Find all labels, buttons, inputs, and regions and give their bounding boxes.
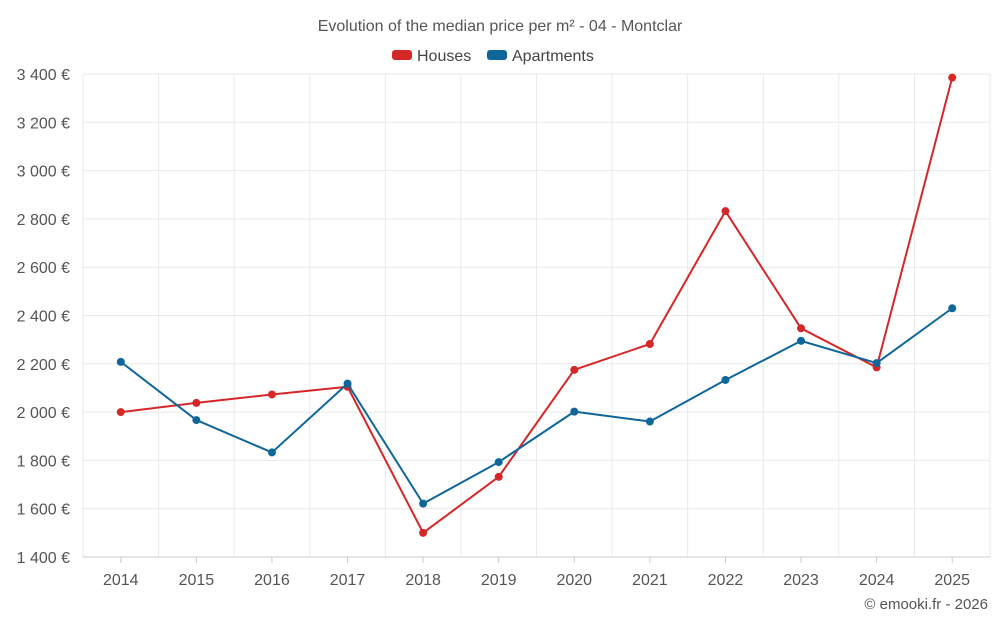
y-tick-label: 2 800 € [17,212,70,229]
data-point-houses[interactable] [192,398,201,407]
data-point-apartments[interactable] [116,357,125,366]
legend-item-apartments[interactable]: Apartments [487,48,594,65]
data-point-apartments[interactable] [872,359,881,368]
y-tick-label: 1 600 € [17,502,70,519]
legend: Houses Apartments [392,48,594,65]
x-tick-label: 2014 [103,572,139,589]
y-tick-label: 3 000 € [17,164,70,181]
axes: 1 400 € 1 600 € 1 800 € 2 000 € 2 200 € 2 400… [17,67,990,589]
data-point-houses[interactable] [267,390,276,399]
legend-label-houses: Houses [417,48,471,65]
data-point-apartments[interactable] [721,375,730,384]
series-group [116,73,957,537]
y-tick-label: 2 200 € [17,357,70,374]
y-tick-label: 1 400 € [17,550,70,567]
x-tick-label: 2015 [179,572,215,589]
y-tick-label: 2 400 € [17,309,70,326]
grid [82,73,991,558]
y-tick-label: 2 600 € [17,260,70,277]
data-point-apartments[interactable] [343,379,352,388]
data-point-apartments[interactable] [570,407,579,416]
x-tick-label: 2021 [632,572,668,589]
series-line-apartments [120,307,953,505]
x-tick-label: 2023 [783,572,819,589]
y-tick-label: 3 400 € [17,67,70,84]
data-point-apartments[interactable] [797,336,806,345]
series-line-houses [120,77,954,534]
x-tick-label: 2017 [330,572,366,589]
data-point-houses[interactable] [645,339,654,348]
data-point-houses[interactable] [570,365,579,374]
data-point-houses[interactable] [116,408,125,417]
data-point-apartments[interactable] [192,416,201,425]
legend-swatch-houses [392,50,412,60]
data-point-apartments[interactable] [419,499,428,508]
data-point-houses[interactable] [721,207,730,216]
data-point-houses[interactable] [797,324,806,333]
y-tick-label: 2 000 € [17,405,70,422]
x-tick-label: 2016 [254,572,290,589]
data-point-apartments[interactable] [645,417,654,426]
data-point-apartments[interactable] [494,458,503,467]
x-tick-label: 2025 [934,572,970,589]
series-apartments [116,304,957,508]
data-point-apartments[interactable] [267,448,276,457]
x-tick-label: 2019 [481,572,517,589]
x-tick-label: 2020 [556,572,592,589]
data-point-houses[interactable] [948,73,957,82]
data-point-houses[interactable] [419,528,428,537]
x-tick-label: 2024 [859,572,895,589]
series-houses [116,73,957,537]
y-tick-label: 1 800 € [17,453,70,470]
chart-title: Evolution of the median price per m² - 0… [318,18,683,35]
data-point-apartments[interactable] [948,304,957,313]
legend-item-houses[interactable]: Houses [392,48,471,65]
legend-swatch-apartments [487,50,507,60]
data-point-houses[interactable] [494,472,503,481]
credit-text: © emooki.fr - 2026 [864,596,988,613]
legend-label-apartments: Apartments [512,48,594,65]
x-tick-label: 2018 [405,572,441,589]
x-tick-label: 2022 [708,572,744,589]
y-tick-label: 3 200 € [17,115,70,132]
